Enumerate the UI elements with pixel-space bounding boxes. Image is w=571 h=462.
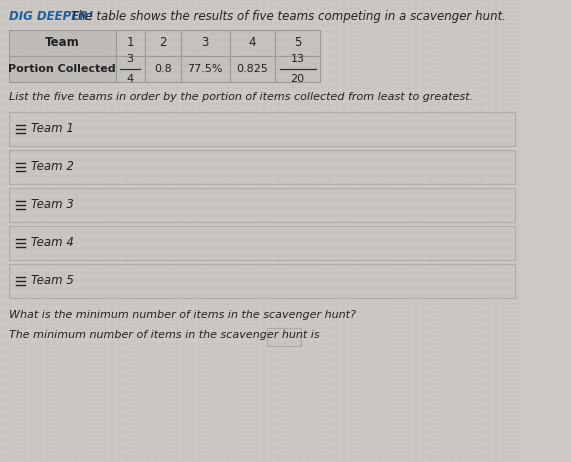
Bar xyxy=(144,56,181,82)
Bar xyxy=(9,56,116,82)
Bar xyxy=(116,56,144,82)
Text: Portion Collected: Portion Collected xyxy=(9,64,116,74)
Bar xyxy=(9,30,116,56)
Text: 1: 1 xyxy=(126,36,134,49)
Bar xyxy=(144,30,181,56)
Bar xyxy=(181,30,230,56)
Bar xyxy=(275,30,320,56)
Bar xyxy=(181,56,230,82)
Text: Team 4: Team 4 xyxy=(31,237,74,249)
Text: Team 3: Team 3 xyxy=(31,199,74,212)
Bar xyxy=(267,328,301,346)
Text: 0.8: 0.8 xyxy=(154,64,172,74)
Text: 4: 4 xyxy=(127,74,134,84)
Text: Team: Team xyxy=(45,36,79,49)
Text: DIG DEEPER!: DIG DEEPER! xyxy=(9,10,94,23)
Text: Team 1: Team 1 xyxy=(31,122,74,135)
Bar xyxy=(116,30,144,56)
Bar xyxy=(9,264,515,298)
Text: 77.5%: 77.5% xyxy=(187,64,223,74)
Text: The minimum number of items in the scavenger hunt is: The minimum number of items in the scave… xyxy=(9,330,320,340)
Bar xyxy=(9,150,515,184)
Text: 0.825: 0.825 xyxy=(236,64,268,74)
Text: 5: 5 xyxy=(294,36,301,49)
Bar xyxy=(275,56,320,82)
Bar xyxy=(9,112,515,146)
Bar xyxy=(230,56,275,82)
Bar xyxy=(9,188,515,222)
Text: 4: 4 xyxy=(248,36,256,49)
Text: 3: 3 xyxy=(127,54,134,64)
Text: 3: 3 xyxy=(202,36,209,49)
Text: Team 2: Team 2 xyxy=(31,160,74,174)
Text: List the five teams in order by the portion of items collected from least to gre: List the five teams in order by the port… xyxy=(9,92,473,102)
Text: The table shows the results of five teams competing in a scavenger hunt.: The table shows the results of five team… xyxy=(67,10,506,23)
Bar xyxy=(9,226,515,260)
Text: What is the minimum number of items in the scavenger hunt?: What is the minimum number of items in t… xyxy=(9,310,356,320)
Text: 2: 2 xyxy=(159,36,167,49)
Bar xyxy=(230,30,275,56)
Text: 13: 13 xyxy=(291,54,304,64)
Text: Team 5: Team 5 xyxy=(31,274,74,287)
Text: 20: 20 xyxy=(291,74,305,84)
